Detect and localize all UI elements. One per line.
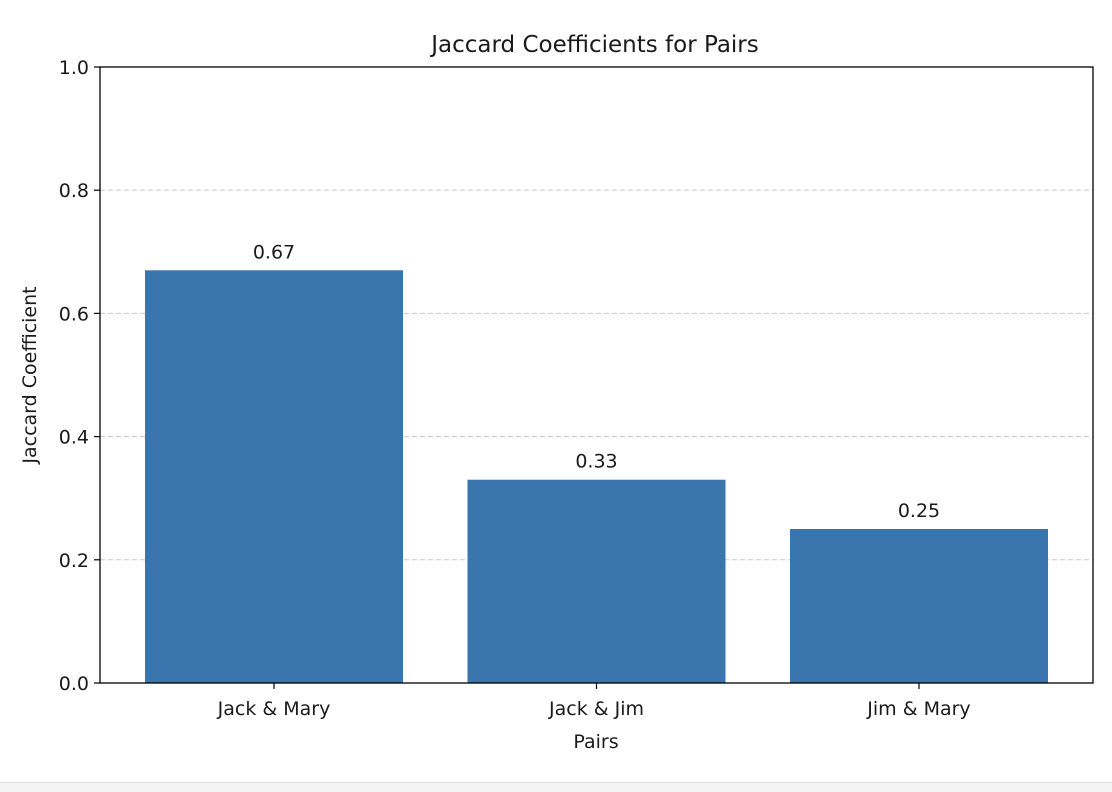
y-axis-label: Jaccard Coefficient (19, 286, 41, 464)
data-label: 0.67 (253, 241, 295, 263)
y-tick-label: 0.6 (59, 303, 89, 325)
data-label: 0.33 (575, 451, 617, 473)
x-tick-label: Jack & Mary (217, 698, 331, 720)
x-axis-ticks: Jack & Mary Jack & Jim Jim & Mary (217, 683, 971, 720)
x-tick-label: Jim & Mary (866, 698, 970, 720)
bar (145, 270, 403, 683)
y-tick-label: 0.0 (59, 673, 89, 695)
x-tick-label: Jack & Jim (548, 698, 644, 720)
bars (145, 270, 1048, 683)
y-tick-label: 0.2 (59, 550, 89, 572)
bottom-strip (0, 782, 1112, 792)
y-tick-label: 0.4 (59, 427, 89, 449)
data-label: 0.25 (898, 500, 940, 522)
bar (790, 529, 1048, 683)
data-labels: 0.67 0.33 0.25 (253, 241, 940, 522)
y-tick-label: 1.0 (59, 57, 89, 79)
bar (467, 479, 726, 683)
x-axis-label: Pairs (573, 731, 618, 753)
y-axis-ticks: 0.0 0.2 0.4 0.6 0.8 1.0 (59, 57, 100, 695)
chart-title: Jaccard Coefficients for Pairs (429, 32, 759, 58)
y-tick-label: 0.8 (59, 180, 89, 202)
